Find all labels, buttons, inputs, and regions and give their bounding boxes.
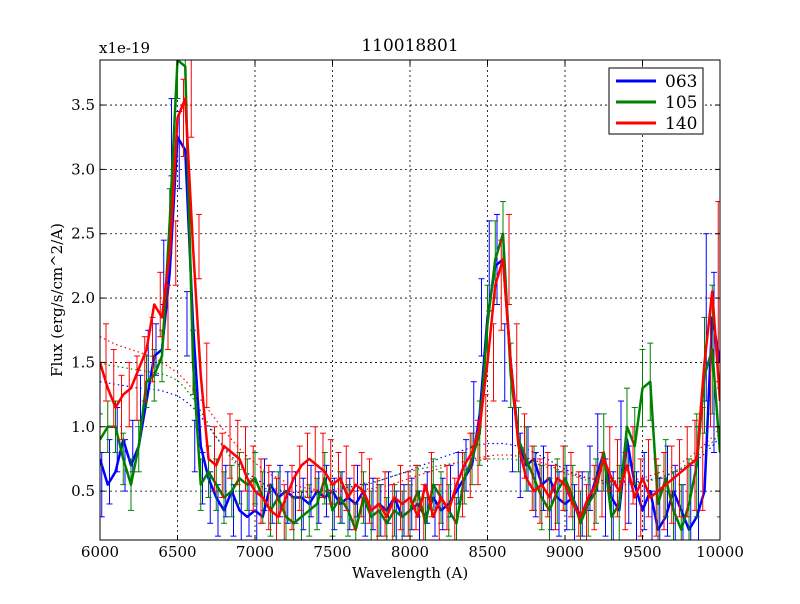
y-tick-label: 1.5 (71, 353, 95, 371)
x-tick-label: 6000 (81, 543, 119, 561)
y-tick-label: 1.0 (71, 418, 95, 436)
y-axis-label: Flux (erg/s/cm^2/A) (48, 223, 66, 377)
x-tick-label: 6500 (158, 543, 196, 561)
y-tick-label: 2.0 (71, 289, 95, 307)
y-tick-label: 3.5 (71, 96, 95, 114)
x-axis-label: Wavelength (A) (352, 564, 468, 582)
legend: 063 105 140 (608, 67, 704, 135)
x-tick-label: 7500 (313, 543, 351, 561)
series-line-140 (100, 97, 720, 519)
x-tick-label: 9500 (623, 543, 661, 561)
series-layer (100, 60, 720, 540)
legend-label-140: 140 (665, 114, 697, 134)
series-line-105 (100, 60, 720, 531)
legend-entry-140: 140 (616, 114, 697, 134)
series-140 (100, 60, 720, 540)
chart-title: 110018801 (361, 36, 458, 56)
legend-label-105: 105 (665, 93, 697, 113)
x-tick-label: 8000 (391, 543, 429, 561)
x-tick-label: 10000 (696, 543, 744, 561)
x-tick-label: 7000 (236, 543, 274, 561)
y-multiplier-label: x1e-19 (99, 39, 150, 57)
legend-entry-063: 063 (616, 72, 697, 92)
y-tick-label: 2.5 (71, 225, 95, 243)
y-tick-label: 3.0 (71, 160, 95, 178)
x-tick-label: 9000 (546, 543, 584, 561)
legend-entry-105: 105 (616, 93, 697, 113)
legend-label-063: 063 (665, 72, 697, 92)
y-tick-label: 0.5 (71, 482, 95, 500)
axis-ticks: 6000 6500 7000 7500 8000 8500 9000 9500 10000 0.5… (71, 60, 744, 561)
x-tick-label: 8500 (468, 543, 506, 561)
